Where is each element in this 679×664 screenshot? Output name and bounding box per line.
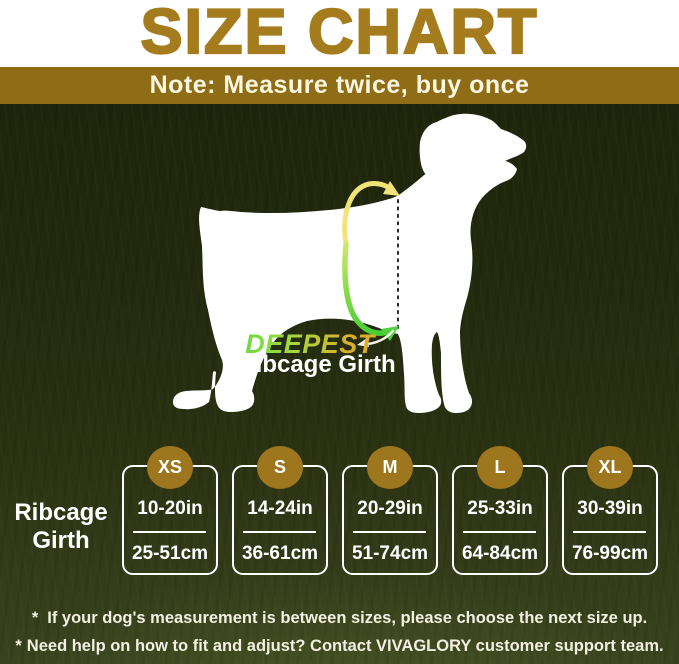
size-card-l: L 25-33in 64-84cm — [452, 446, 548, 575]
card-divider — [573, 531, 646, 533]
note-banner: Note: Measure twice, buy once — [0, 67, 679, 104]
card-divider — [463, 531, 536, 533]
row-label-line2: Girth — [32, 527, 90, 554]
dog-silhouette-icon — [173, 113, 527, 413]
inches-range: 25-33in — [467, 498, 533, 519]
asterisk-marker: * — [31, 609, 39, 627]
inches-range: 10-20in — [137, 498, 203, 519]
asterisk-marker: * — [15, 636, 22, 655]
card-divider — [243, 531, 316, 533]
ribcage-girth-diagram-label: Ribcage Girth — [238, 351, 396, 378]
measurement-diagram — [173, 113, 527, 413]
size-card-xl: XL 30-39in 76-99cm — [562, 446, 658, 575]
cm-range: 51-74cm — [351, 543, 429, 564]
page-title: SIZE CHART — [139, 0, 539, 67]
title-band: SIZE CHART — [0, 0, 679, 67]
footnote-text: Need help on how to fit and adjust? Cont… — [26, 636, 664, 655]
size-badge: M — [367, 446, 413, 489]
cm-range: 76-99cm — [571, 543, 649, 564]
footnote-text: If your dog's measurement is between siz… — [47, 609, 648, 627]
size-card-m: M 20-29in 51-74cm — [342, 446, 438, 575]
grass-background: DEEPEST Ribcage Girth Ribcage Girth XS 1… — [0, 104, 679, 664]
size-badge: S — [257, 446, 303, 489]
size-badge: XL — [587, 446, 633, 489]
white-arrowhead-icon — [357, 338, 369, 347]
inches-range: 14-24in — [247, 498, 313, 519]
inches-range: 20-29in — [357, 498, 423, 519]
deepest-label: DEEPEST — [230, 330, 390, 358]
cm-range: 64-84cm — [461, 543, 539, 564]
size-card-xs: XS 10-20in 25-51cm — [122, 446, 218, 575]
cm-range: 25-51cm — [131, 543, 209, 564]
card-divider — [133, 531, 206, 533]
row-label-line1: Ribcage — [14, 499, 108, 526]
footnote-size-up: * If your dog's measurement is between si… — [0, 605, 679, 633]
card-divider — [353, 531, 426, 533]
yellow-arrowhead-icon — [383, 181, 400, 196]
girth-arc-green — [342, 241, 392, 336]
size-badge: XS — [147, 446, 193, 489]
size-cards-row: XS 10-20in 25-51cm S 14-24in 36-61cm M 2… — [122, 446, 658, 575]
note-text: Note: Measure twice, buy once — [149, 71, 530, 99]
size-badge: L — [477, 446, 523, 489]
footnote-support: * Need help on how to fit and adjust? Con… — [0, 633, 679, 661]
table-row-label: Ribcage Girth — [0, 499, 122, 555]
inches-range: 30-39in — [577, 498, 643, 519]
size-card-s: S 14-24in 36-61cm — [232, 446, 328, 575]
footnotes: * If your dog's measurement is between si… — [0, 605, 679, 660]
cm-range: 36-61cm — [241, 543, 319, 564]
